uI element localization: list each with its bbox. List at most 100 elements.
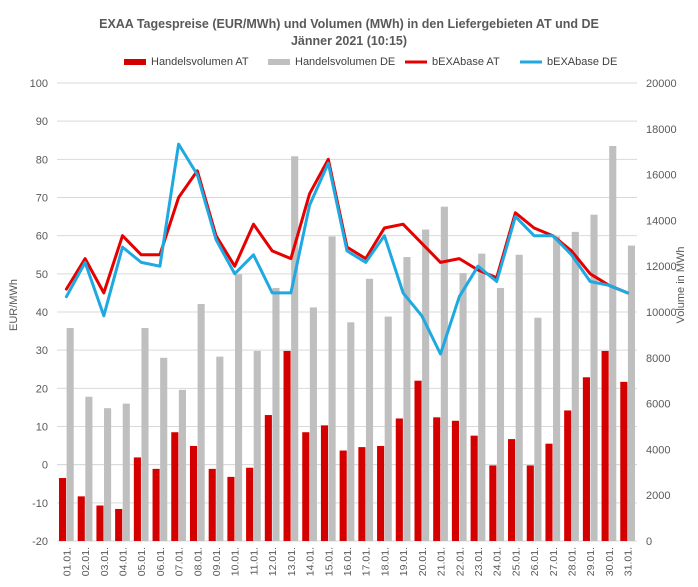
y-left-tick-label: 80: [36, 154, 48, 166]
y-left-tick-label: 10: [36, 422, 48, 434]
bar-handelsvolumen-de: [309, 307, 317, 541]
x-tick-label: 03.01.: [99, 547, 111, 576]
y-left-tick-label: 0: [42, 460, 48, 472]
y-axis-left-label: EUR/MWh: [8, 279, 20, 331]
chart-title-line2: Jänner 2021 (10:15): [291, 34, 407, 48]
bar-handelsvolumen-de: [253, 350, 261, 541]
bar-handelsvolumen-at: [358, 447, 366, 541]
y-right-tick-label: 2000: [646, 490, 670, 502]
bar-handelsvolumen-at: [189, 445, 198, 541]
bar-handelsvolumen-at: [451, 420, 460, 541]
bar-handelsvolumen-at: [320, 425, 329, 541]
y-right-tick-label: 14000: [646, 215, 677, 227]
x-tick-label: 30.01.: [604, 547, 616, 576]
x-tick-label: 14.01.: [305, 547, 317, 576]
x-tick-label: 10.01.: [230, 547, 242, 576]
bar-handelsvolumen-de: [478, 253, 486, 542]
bar-handelsvolumen-at: [377, 445, 385, 541]
bar-handelsvolumen-de: [197, 303, 205, 541]
y-left-tick-label: 100: [30, 78, 48, 90]
x-tick-label: 08.01.: [192, 547, 204, 576]
y-left-tick-label: 40: [36, 307, 48, 319]
bar-handelsvolumen-at: [264, 415, 272, 541]
bar-handelsvolumen-de: [571, 231, 579, 541]
y-left-tick-label: 50: [36, 269, 48, 281]
bar-handelsvolumen-de: [627, 245, 636, 541]
bar-handelsvolumen-at: [77, 496, 85, 541]
bar-handelsvolumen-at: [508, 439, 516, 541]
bar-handelsvolumen-de: [440, 206, 448, 541]
bar-handelsvolumen-at: [601, 350, 609, 541]
legend-label: Handelsvolumen AT: [151, 56, 249, 68]
x-tick-label: 25.01.: [510, 547, 522, 576]
x-tick-label: 09.01.: [211, 547, 223, 576]
bar-handelsvolumen-de: [347, 322, 355, 541]
legend-label: Handelsvolumen DE: [295, 56, 395, 68]
bar-handelsvolumen-at: [339, 450, 347, 541]
bar-handelsvolumen-at: [620, 381, 628, 541]
x-tick-label: 06.01.: [155, 547, 167, 576]
bar-handelsvolumen-de: [553, 236, 561, 541]
bar-handelsvolumen-de: [496, 287, 505, 541]
x-tick-label: 29.01.: [585, 547, 597, 576]
bar-handelsvolumen-at: [115, 508, 123, 541]
y-right-tick-label: 4000: [646, 444, 670, 456]
x-tick-label: 17.01.: [361, 547, 373, 576]
bar-handelsvolumen-de: [104, 408, 112, 541]
legend-swatch: [268, 59, 290, 65]
legend-swatch: [124, 59, 146, 65]
line-bexabase-de: [64, 142, 630, 356]
y-left-tick-label: -10: [32, 498, 48, 510]
bar-handelsvolumen-de: [609, 145, 617, 541]
bar-handelsvolumen-at: [395, 418, 403, 541]
x-tick-label: 22.01.: [454, 547, 466, 576]
bar-handelsvolumen-de: [216, 356, 224, 541]
bar-handelsvolumen-de: [328, 236, 336, 541]
y-left-tick-label: 20: [36, 383, 48, 395]
x-tick-label: 15.01.: [323, 547, 335, 576]
bar-handelsvolumen-de: [141, 328, 149, 541]
y-left-tick-label: -20: [32, 536, 48, 548]
bar-handelsvolumen-at: [208, 468, 216, 541]
bar-handelsvolumen-de: [85, 396, 93, 541]
bar-handelsvolumen-de: [590, 214, 598, 542]
x-tick-label: 19.01.: [398, 547, 410, 576]
y-right-tick-label: 18000: [646, 124, 677, 136]
lines-group: [64, 142, 630, 356]
bar-handelsvolumen-at: [433, 417, 441, 541]
bar-handelsvolumen-de: [178, 389, 186, 541]
bar-handelsvolumen-de: [534, 317, 542, 541]
legend-label: bEXAbase AT: [432, 56, 500, 68]
y-right-tick-label: 16000: [646, 170, 677, 182]
axes-group: -20 -10 0 10 20 30 40 50 60 70 80 90 100 0 2000 4000 600…: [30, 78, 677, 576]
bar-handelsvolumen-de: [459, 273, 467, 541]
bar-handelsvolumen-at: [545, 443, 553, 541]
bar-handelsvolumen-de: [403, 257, 411, 541]
y-left-tick-label: 70: [36, 193, 48, 205]
bar-handelsvolumen-at: [152, 468, 160, 541]
bar-handelsvolumen-at: [283, 350, 291, 541]
bar-handelsvolumen-at: [489, 465, 497, 541]
y-axis-right-label: Volume in MWh: [675, 246, 687, 323]
bar-handelsvolumen-at: [526, 465, 534, 541]
x-tick-label: 13.01.: [286, 547, 298, 576]
bar-handelsvolumen-de: [515, 254, 523, 541]
bar-handelsvolumen-at: [582, 377, 590, 541]
y-right-tick-label: 0: [646, 536, 652, 548]
x-tick-label: 12.01.: [267, 547, 279, 576]
legend-label: bEXAbase DE: [547, 56, 617, 68]
bar-handelsvolumen-at: [246, 467, 254, 541]
bar-handelsvolumen-at: [302, 432, 310, 541]
bar-handelsvolumen-de: [384, 316, 392, 541]
y-right-tick-label: 12000: [646, 261, 677, 273]
x-tick-label: 20.01.: [417, 547, 429, 576]
y-left-tick-label: 60: [36, 231, 48, 243]
legend: Handelsvolumen AT Handelsvolumen DE bEXAba…: [124, 56, 617, 68]
x-tick-label: 21.01.: [436, 547, 448, 576]
x-tick-label: 24.01.: [492, 547, 504, 576]
bar-handelsvolumen-de: [365, 278, 374, 541]
bar-handelsvolumen-de: [66, 328, 74, 541]
x-tick-label: 16.01.: [342, 547, 354, 576]
